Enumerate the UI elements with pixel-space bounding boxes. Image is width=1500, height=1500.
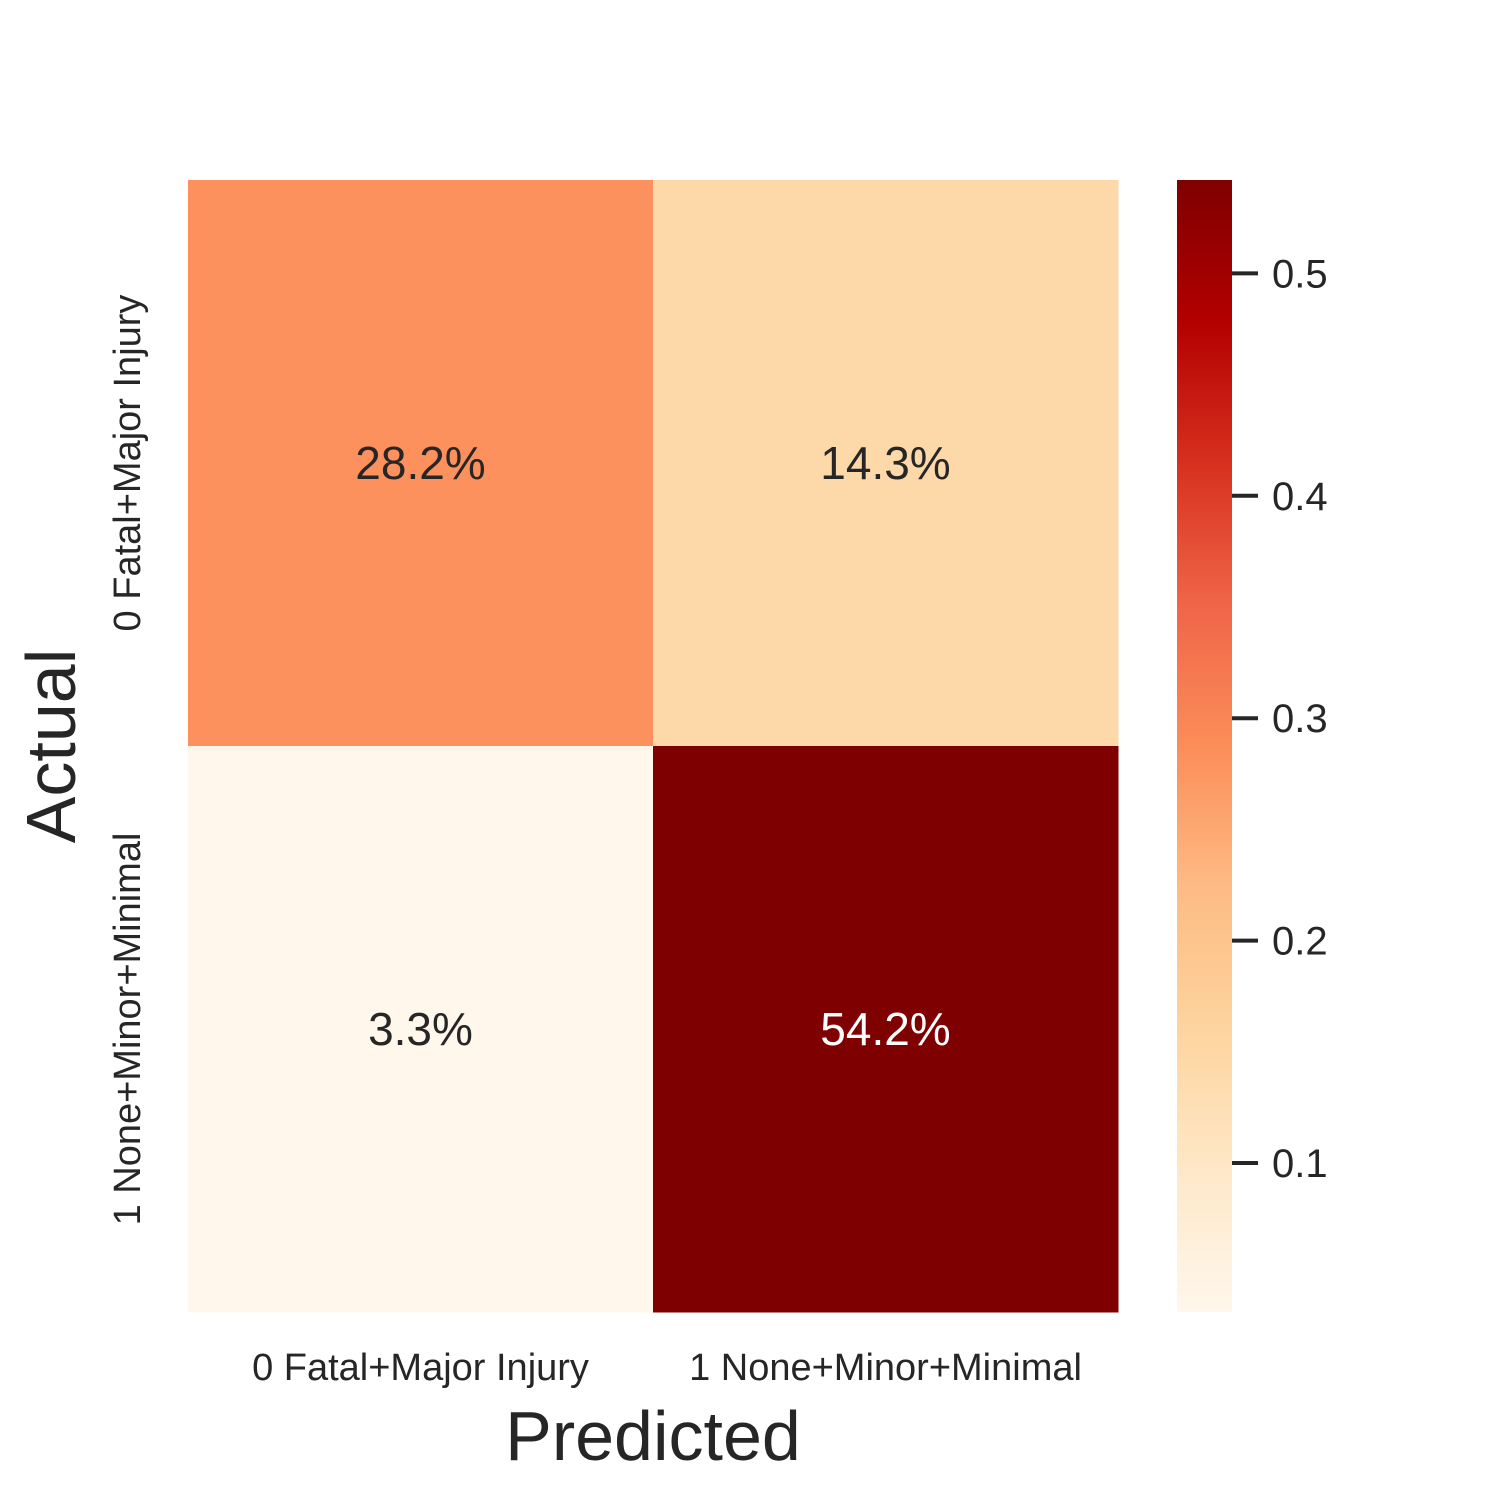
heatmap-cell (653, 746, 1119, 1313)
cell-annotation: 54.2% (820, 1003, 950, 1055)
colorbar-tick-label: 0.2 (1272, 920, 1328, 964)
x-tick-labels: 0 Fatal+Major Injury 1 None+Minor+Minimal (252, 1347, 1082, 1389)
heatmap-cell (188, 180, 654, 747)
colorbar-tick-label: 0.5 (1272, 252, 1328, 296)
y-axis-label: Actual (12, 649, 90, 844)
cell-annotations: 28.2% 14.3% 3.3% 54.2% (355, 437, 950, 1055)
heatmap-cells (188, 180, 1119, 1313)
x-axis-label: Predicted (505, 1397, 801, 1475)
heatmap-cell (188, 746, 654, 1313)
x-tick-label: 0 Fatal+Major Injury (252, 1347, 589, 1389)
y-tick-label: 0 Fatal+Major Injury (107, 295, 149, 632)
y-tick-labels: 0 Fatal+Major Injury 1 None+Minor+Minimal (107, 295, 149, 1226)
x-tick-label: 1 None+Minor+Minimal (689, 1347, 1082, 1389)
cell-annotation: 3.3% (368, 1003, 473, 1055)
heatmap-cell (653, 180, 1119, 747)
cell-annotation: 14.3% (820, 437, 950, 489)
colorbar-ticks: 0.1 0.2 0.3 0.4 0.5 (1232, 252, 1328, 1186)
y-tick-label: 1 None+Minor+Minimal (107, 833, 149, 1226)
colorbar-tick-label: 0.1 (1272, 1142, 1328, 1186)
colorbar-tick-label: 0.3 (1272, 697, 1328, 741)
colorbar (1177, 180, 1232, 1312)
colorbar-tick-label: 0.4 (1272, 475, 1328, 519)
cell-annotation: 28.2% (355, 437, 485, 489)
